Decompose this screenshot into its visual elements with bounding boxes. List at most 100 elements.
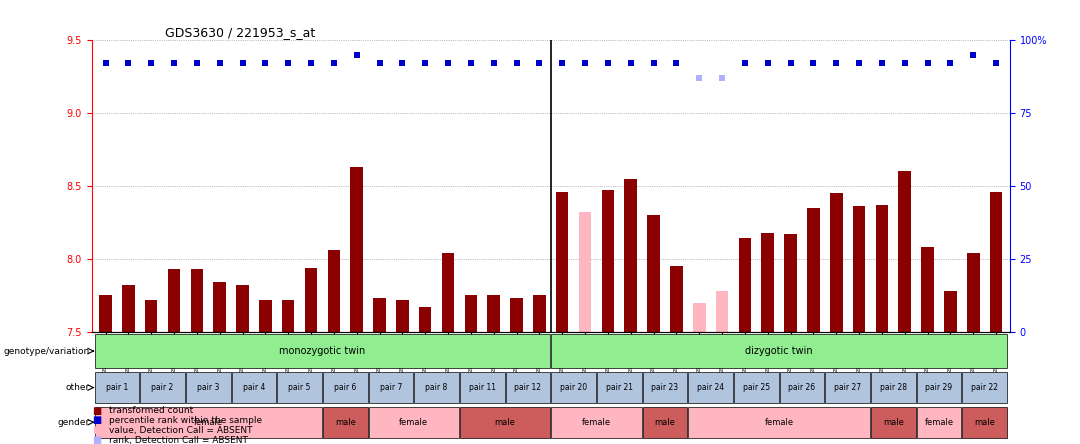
- Text: GDS3630 / 221953_s_at: GDS3630 / 221953_s_at: [165, 26, 315, 39]
- Bar: [917, 407, 961, 438]
- Text: genotype/variation: genotype/variation: [3, 347, 90, 356]
- Bar: [505, 372, 551, 403]
- Bar: [551, 407, 642, 438]
- Bar: [989, 192, 1002, 332]
- Text: pair 7: pair 7: [380, 383, 402, 392]
- Bar: [688, 407, 870, 438]
- Text: pair 20: pair 20: [561, 383, 588, 392]
- Bar: [602, 190, 615, 332]
- Bar: [396, 300, 408, 332]
- Bar: [368, 407, 459, 438]
- Bar: [944, 291, 957, 332]
- Text: pair 1: pair 1: [106, 383, 129, 392]
- Text: percentile rank within the sample: percentile rank within the sample: [109, 416, 262, 425]
- Bar: [734, 372, 779, 403]
- Bar: [967, 253, 980, 332]
- Text: monozygotic twin: monozygotic twin: [280, 346, 365, 356]
- Bar: [784, 234, 797, 332]
- Bar: [140, 372, 185, 403]
- Bar: [917, 372, 961, 403]
- Text: transformed count: transformed count: [109, 406, 193, 415]
- Text: pair 12: pair 12: [514, 383, 541, 392]
- Bar: [95, 372, 139, 403]
- Bar: [962, 407, 1007, 438]
- Bar: [305, 268, 318, 332]
- Bar: [688, 372, 733, 403]
- Bar: [419, 307, 432, 332]
- Bar: [350, 167, 363, 332]
- Text: pair 4: pair 4: [243, 383, 265, 392]
- Bar: [870, 407, 916, 438]
- Bar: [739, 238, 752, 332]
- Bar: [487, 295, 500, 332]
- Text: gender: gender: [57, 418, 90, 427]
- Bar: [190, 269, 203, 332]
- Text: pair 29: pair 29: [926, 383, 953, 392]
- Bar: [597, 372, 642, 403]
- Text: ■: ■: [92, 435, 102, 444]
- Bar: [853, 206, 865, 332]
- Text: pair 5: pair 5: [288, 383, 311, 392]
- Text: female: female: [765, 418, 794, 427]
- Bar: [579, 212, 592, 332]
- Bar: [167, 269, 180, 332]
- Text: pair 24: pair 24: [697, 383, 725, 392]
- Text: pair 3: pair 3: [197, 383, 219, 392]
- Bar: [624, 178, 637, 332]
- Text: male: male: [974, 418, 995, 427]
- Text: pair 21: pair 21: [606, 383, 633, 392]
- Bar: [921, 247, 934, 332]
- Bar: [510, 298, 523, 332]
- Bar: [780, 372, 824, 403]
- Bar: [95, 407, 322, 438]
- Bar: [237, 285, 248, 332]
- Bar: [551, 372, 596, 403]
- Bar: [415, 372, 459, 403]
- Bar: [962, 372, 1007, 403]
- Bar: [464, 295, 477, 332]
- Text: pair 22: pair 22: [971, 383, 998, 392]
- Text: pair 8: pair 8: [426, 383, 448, 392]
- Bar: [122, 285, 135, 332]
- Bar: [323, 407, 367, 438]
- Text: ■: ■: [92, 425, 102, 435]
- Bar: [825, 372, 870, 403]
- Bar: [95, 334, 551, 369]
- Bar: [214, 282, 226, 332]
- Text: pair 23: pair 23: [651, 383, 678, 392]
- Text: male: male: [882, 418, 904, 427]
- Bar: [278, 372, 322, 403]
- Bar: [282, 300, 295, 332]
- Text: pair 27: pair 27: [834, 383, 861, 392]
- Text: male: male: [495, 418, 515, 427]
- Text: dizygotic twin: dizygotic twin: [745, 346, 813, 356]
- Text: pair 11: pair 11: [469, 383, 496, 392]
- Bar: [231, 372, 276, 403]
- Bar: [899, 171, 912, 332]
- Bar: [807, 208, 820, 332]
- Text: value, Detection Call = ABSENT: value, Detection Call = ABSENT: [109, 426, 253, 435]
- Text: female: female: [193, 418, 222, 427]
- Text: pair 28: pair 28: [880, 383, 907, 392]
- Bar: [647, 215, 660, 332]
- Bar: [259, 300, 272, 332]
- Bar: [460, 372, 504, 403]
- Bar: [829, 193, 842, 332]
- Bar: [99, 295, 112, 332]
- Text: female: female: [924, 418, 954, 427]
- Text: other: other: [66, 383, 90, 392]
- Bar: [716, 291, 728, 332]
- Bar: [323, 372, 367, 403]
- Bar: [442, 253, 455, 332]
- Text: pair 26: pair 26: [788, 383, 815, 392]
- Bar: [643, 372, 687, 403]
- Bar: [374, 298, 386, 332]
- Text: rank, Detection Call = ABSENT: rank, Detection Call = ABSENT: [109, 436, 248, 444]
- Bar: [551, 334, 1007, 369]
- Bar: [556, 192, 568, 332]
- Bar: [693, 303, 705, 332]
- Text: male: male: [654, 418, 675, 427]
- Bar: [368, 372, 414, 403]
- Bar: [145, 300, 158, 332]
- Bar: [870, 372, 916, 403]
